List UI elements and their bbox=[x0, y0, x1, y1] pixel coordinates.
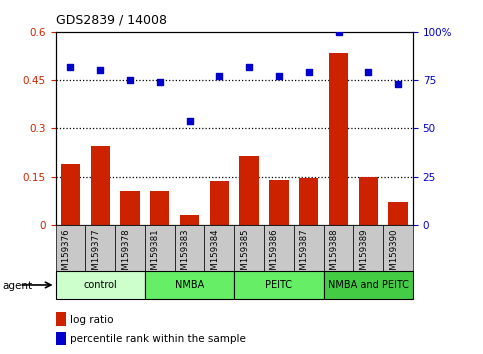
Bar bbox=[204, 225, 234, 271]
Text: GSM159390: GSM159390 bbox=[389, 228, 398, 280]
Bar bbox=[56, 225, 85, 271]
Text: GDS2839 / 14008: GDS2839 / 14008 bbox=[56, 13, 167, 27]
Text: GSM159388: GSM159388 bbox=[329, 228, 339, 281]
Text: percentile rank within the sample: percentile rank within the sample bbox=[70, 334, 246, 344]
Bar bbox=[85, 225, 115, 271]
Point bbox=[245, 64, 253, 69]
Text: GSM159387: GSM159387 bbox=[300, 228, 309, 281]
Point bbox=[67, 64, 74, 69]
Bar bbox=[145, 271, 234, 299]
Bar bbox=[240, 156, 259, 225]
Bar bbox=[358, 177, 378, 225]
Bar bbox=[324, 271, 413, 299]
Text: GSM159377: GSM159377 bbox=[91, 228, 100, 281]
Point bbox=[97, 68, 104, 73]
Point bbox=[305, 69, 313, 75]
Bar bbox=[180, 215, 199, 225]
Bar bbox=[115, 225, 145, 271]
Text: agent: agent bbox=[2, 281, 32, 291]
Bar bbox=[234, 225, 264, 271]
Bar bbox=[145, 225, 175, 271]
Bar bbox=[354, 225, 383, 271]
Bar bbox=[210, 181, 229, 225]
Text: GSM159376: GSM159376 bbox=[61, 228, 71, 281]
Bar bbox=[269, 180, 289, 225]
Text: control: control bbox=[84, 280, 117, 290]
Bar bbox=[388, 202, 408, 225]
Bar bbox=[324, 225, 354, 271]
Point bbox=[364, 69, 372, 75]
Bar bbox=[150, 191, 170, 225]
Point bbox=[394, 81, 402, 87]
Bar bbox=[299, 178, 318, 225]
Point bbox=[335, 29, 342, 35]
Bar bbox=[264, 225, 294, 271]
Point bbox=[126, 77, 134, 83]
Bar bbox=[120, 191, 140, 225]
Point bbox=[185, 118, 193, 124]
Bar bbox=[294, 225, 324, 271]
Text: GSM159386: GSM159386 bbox=[270, 228, 279, 281]
Bar bbox=[234, 271, 324, 299]
Text: GSM159389: GSM159389 bbox=[359, 228, 368, 280]
Text: GSM159385: GSM159385 bbox=[240, 228, 249, 281]
Text: GSM159381: GSM159381 bbox=[151, 228, 160, 281]
Bar bbox=[56, 271, 145, 299]
Bar bbox=[383, 225, 413, 271]
Bar bbox=[329, 53, 348, 225]
Text: log ratio: log ratio bbox=[70, 315, 114, 325]
Bar bbox=[175, 225, 204, 271]
Bar bbox=[90, 146, 110, 225]
Point bbox=[215, 73, 223, 79]
Point bbox=[156, 79, 164, 85]
Point bbox=[275, 73, 283, 79]
Bar bbox=[61, 164, 80, 225]
Text: GSM159383: GSM159383 bbox=[181, 228, 189, 281]
Text: NMBA and PEITC: NMBA and PEITC bbox=[328, 280, 409, 290]
Text: GSM159378: GSM159378 bbox=[121, 228, 130, 281]
Text: NMBA: NMBA bbox=[175, 280, 204, 290]
Text: PEITC: PEITC bbox=[266, 280, 292, 290]
Text: GSM159384: GSM159384 bbox=[211, 228, 219, 281]
